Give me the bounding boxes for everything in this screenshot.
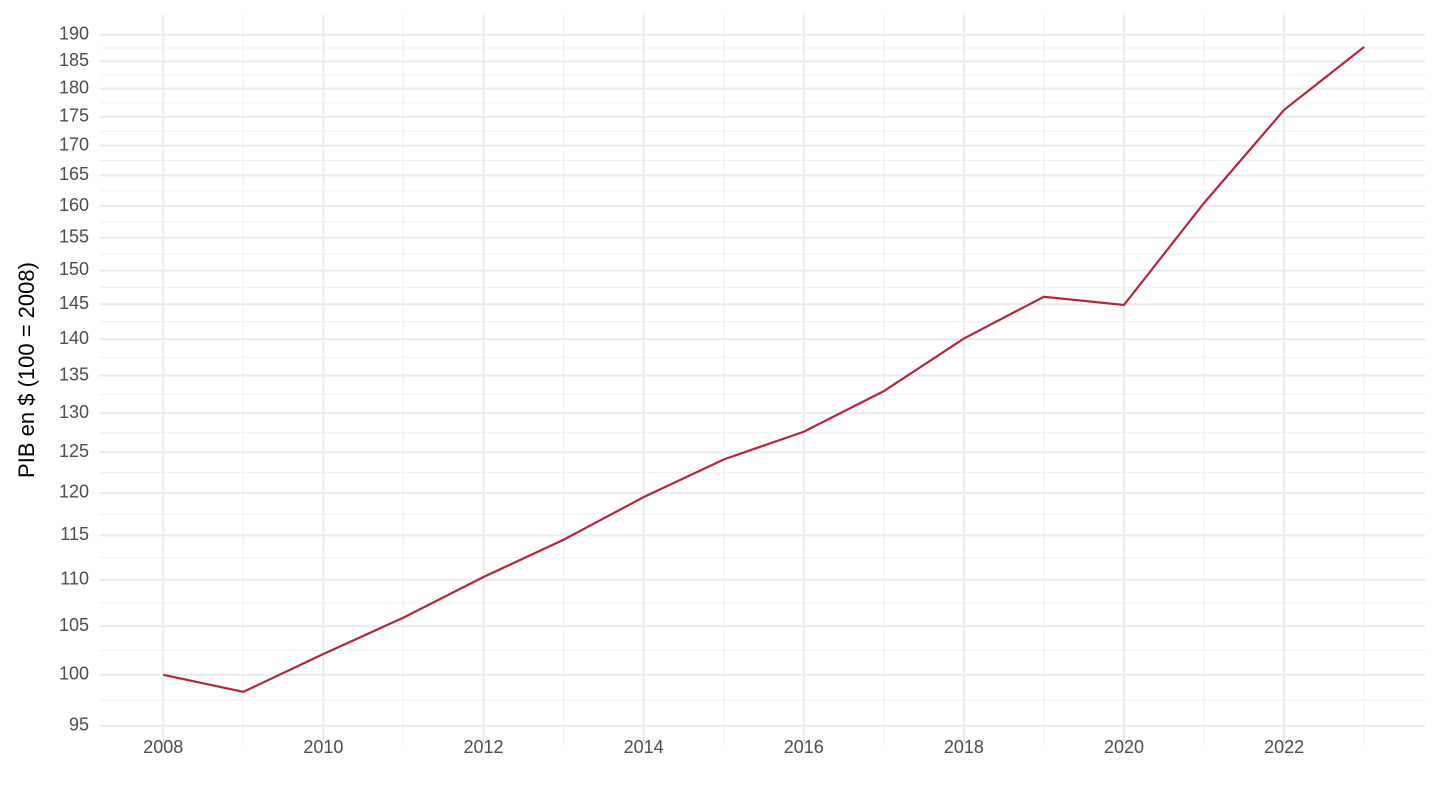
y-tick-label: 115 (60, 524, 89, 544)
y-tick-label: 110 (60, 568, 89, 588)
y-tick-label: 170 (59, 134, 89, 154)
y-tick-label: 95 (69, 715, 89, 735)
x-tick-label: 2008 (143, 737, 183, 757)
y-tick-label: 150 (59, 259, 89, 279)
y-tick-label: 120 (59, 482, 89, 502)
x-tick-label: 2016 (784, 737, 824, 757)
y-tick-label: 100 (59, 664, 89, 684)
y-tick-label: 155 (59, 227, 89, 247)
y-tick-label: 140 (59, 328, 89, 348)
y-tick-label: 185 (59, 50, 89, 70)
x-tick-label: 2020 (1104, 737, 1144, 757)
x-tick-label: 2010 (303, 737, 343, 757)
y-tick-label: 180 (59, 77, 89, 97)
x-tick-label: 2022 (1264, 737, 1304, 757)
y-tick-label: 160 (59, 195, 89, 215)
y-tick-label: 135 (59, 364, 89, 384)
data-line (163, 46, 1365, 694)
y-tick-label: 105 (59, 615, 89, 635)
x-tick-label: 2014 (624, 737, 664, 757)
y-tick-label: 145 (59, 293, 89, 313)
x-tick-label: 2018 (944, 737, 984, 757)
y-axis-label: PIB en $ (100 = 2008) (14, 262, 39, 478)
y-tick-label: 190 (59, 23, 89, 43)
y-tick-label: 165 (59, 164, 89, 184)
x-tick-label: 2012 (463, 737, 503, 757)
y-tick-label: 130 (59, 402, 89, 422)
y-tick-label: 125 (59, 441, 89, 461)
y-tick-label: 175 (59, 106, 89, 126)
